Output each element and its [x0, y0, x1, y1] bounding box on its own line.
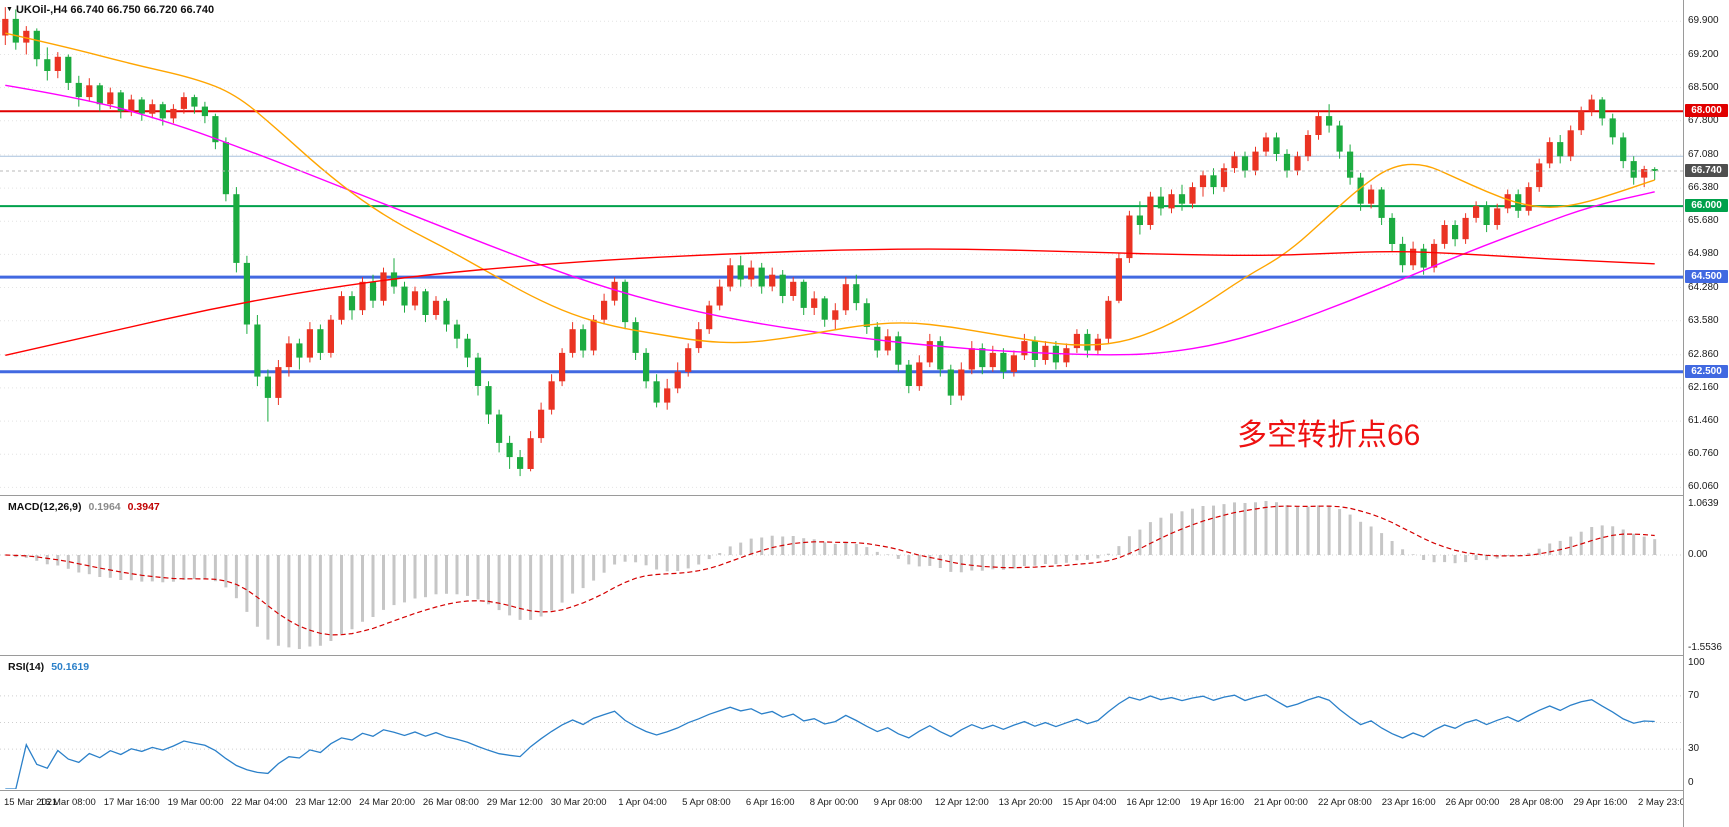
price-axis-label: 68.500 — [1688, 81, 1719, 93]
macd-axis-max: 1.0639 — [1688, 498, 1719, 509]
macd-label: MACD(12,26,9) 0.1964 0.3947 — [8, 501, 167, 513]
rsi-axis-label: 0 — [1688, 777, 1694, 788]
macd-axis-zero: 0.00 — [1688, 549, 1708, 560]
time-axis-label: 23 Apr 16:00 — [1381, 797, 1436, 808]
annotation-text: 多空转折点66 — [1237, 419, 1421, 452]
macd-axis-min: -1.5536 — [1688, 642, 1722, 653]
price-line-badge: 64.500 — [1685, 270, 1728, 284]
price-line-badge: 66.000 — [1685, 199, 1728, 213]
time-axis-label: 12 Apr 12:00 — [934, 797, 989, 808]
time-axis-label: 16 Mar 08:00 — [39, 797, 96, 808]
price-axis-label: 67.080 — [1688, 148, 1719, 160]
chart-title: ▼ UKOil-,H4 66.740 66.750 66.720 66.740 — [6, 4, 214, 16]
time-axis-label: 2 May 23:00 — [1637, 797, 1691, 808]
price-axis-label: 64.980 — [1688, 248, 1719, 260]
ma-orange — [5, 32, 1655, 346]
price-axis-label: 69.200 — [1688, 48, 1719, 60]
time-axis-label: 5 Apr 08:00 — [682, 797, 731, 808]
time-axis-label: 29 Apr 16:00 — [1573, 797, 1628, 808]
price-axis-label: 64.280 — [1688, 281, 1719, 293]
macd-panel[interactable] — [0, 496, 1683, 654]
time-axis-label: 26 Mar 08:00 — [422, 797, 479, 808]
panel-separator[interactable] — [0, 495, 1729, 496]
macd-signal-value: 0.3947 — [127, 501, 160, 513]
price-axis-label: 60.760 — [1688, 448, 1719, 460]
chart-title-text: UKOil-,H4 66.740 66.750 66.720 66.740 — [15, 4, 215, 16]
current-price-badge: 66.740 — [1685, 164, 1728, 177]
macd-histogram — [14, 501, 1657, 649]
time-axis-label: 15 Apr 04:00 — [1062, 797, 1117, 808]
time-axis-label: 15 Mar 2021 — [4, 797, 58, 808]
price-axis-label: 66.380 — [1688, 182, 1719, 194]
macd-signal-line — [5, 505, 1655, 636]
candlestick-series — [2, 7, 1658, 477]
main-price-chart[interactable] — [0, 0, 1683, 495]
price-axis-label: 67.800 — [1688, 114, 1719, 126]
rsi-axis-label: 30 — [1688, 743, 1700, 755]
ma-red — [5, 248, 1655, 356]
time-axis-label: 1 Apr 04:00 — [618, 797, 667, 808]
time-axis-label: 21 Apr 00:00 — [1254, 797, 1308, 808]
time-axis-label: 24 Mar 20:00 — [359, 797, 416, 808]
time-axis-label: 28 Apr 08:00 — [1509, 797, 1564, 808]
time-axis-label: 23 Mar 12:00 — [295, 797, 352, 808]
macd-name: MACD(12,26,9) — [8, 501, 82, 513]
rsi-panel[interactable] — [0, 656, 1683, 789]
time-axis-label: 30 Mar 20:00 — [550, 797, 607, 808]
rsi-line — [5, 694, 1655, 789]
ma-magenta — [5, 84, 1655, 356]
price-axis-label: 69.900 — [1688, 15, 1719, 27]
price-axis-label: 62.860 — [1688, 348, 1719, 360]
time-axis-label: 29 Mar 12:00 — [486, 797, 543, 808]
time-axis-label: 22 Apr 08:00 — [1317, 797, 1372, 808]
rsi-label: RSI(14) 50.1619 — [8, 661, 96, 673]
time-axis-label: 9 Apr 08:00 — [873, 797, 923, 808]
panel-separator[interactable] — [0, 655, 1729, 656]
time-axis-label: 16 Apr 12:00 — [1126, 797, 1181, 808]
price-line-badge: 62.500 — [1685, 364, 1728, 378]
price-line-badge: 68.000 — [1685, 104, 1728, 118]
price-axis-label: 62.160 — [1688, 381, 1719, 393]
time-axis[interactable]: 15 Mar 2021 16 Mar 08:00 17 Mar 16:00 19 Ma… — [0, 791, 1690, 827]
price-axis-label: 61.460 — [1688, 415, 1719, 427]
rsi-value: 50.1619 — [51, 661, 90, 673]
price-axis-label: 65.680 — [1688, 215, 1719, 227]
price-axis[interactable]: 69.900 69.200 68.500 67.800 67.080 66.380 65.6… — [1683, 0, 1729, 827]
price-axis-label: 60.060 — [1688, 481, 1719, 493]
time-axis-label: 6 Apr 16:00 — [745, 797, 795, 808]
macd-main-value: 0.1964 — [88, 501, 121, 513]
chart-marker-icon: ▼ — [6, 6, 13, 13]
rsi-name: RSI(14) — [8, 661, 45, 673]
rsi-axis-label: 100 — [1688, 657, 1705, 668]
time-axis-label: 19 Apr 16:00 — [1190, 797, 1245, 808]
panel-separator[interactable] — [0, 790, 1729, 791]
time-axis-label: 26 Apr 00:00 — [1445, 797, 1500, 808]
price-axis-label: 63.580 — [1688, 314, 1719, 326]
time-axis-label: 22 Mar 04:00 — [231, 797, 288, 808]
rsi-axis-label: 70 — [1688, 689, 1700, 701]
time-axis-label: 19 Mar 00:00 — [167, 797, 224, 808]
time-axis-label: 13 Apr 20:00 — [998, 797, 1053, 808]
time-axis-label: 17 Mar 16:00 — [103, 797, 160, 808]
time-axis-label: 8 Apr 00:00 — [809, 797, 859, 808]
